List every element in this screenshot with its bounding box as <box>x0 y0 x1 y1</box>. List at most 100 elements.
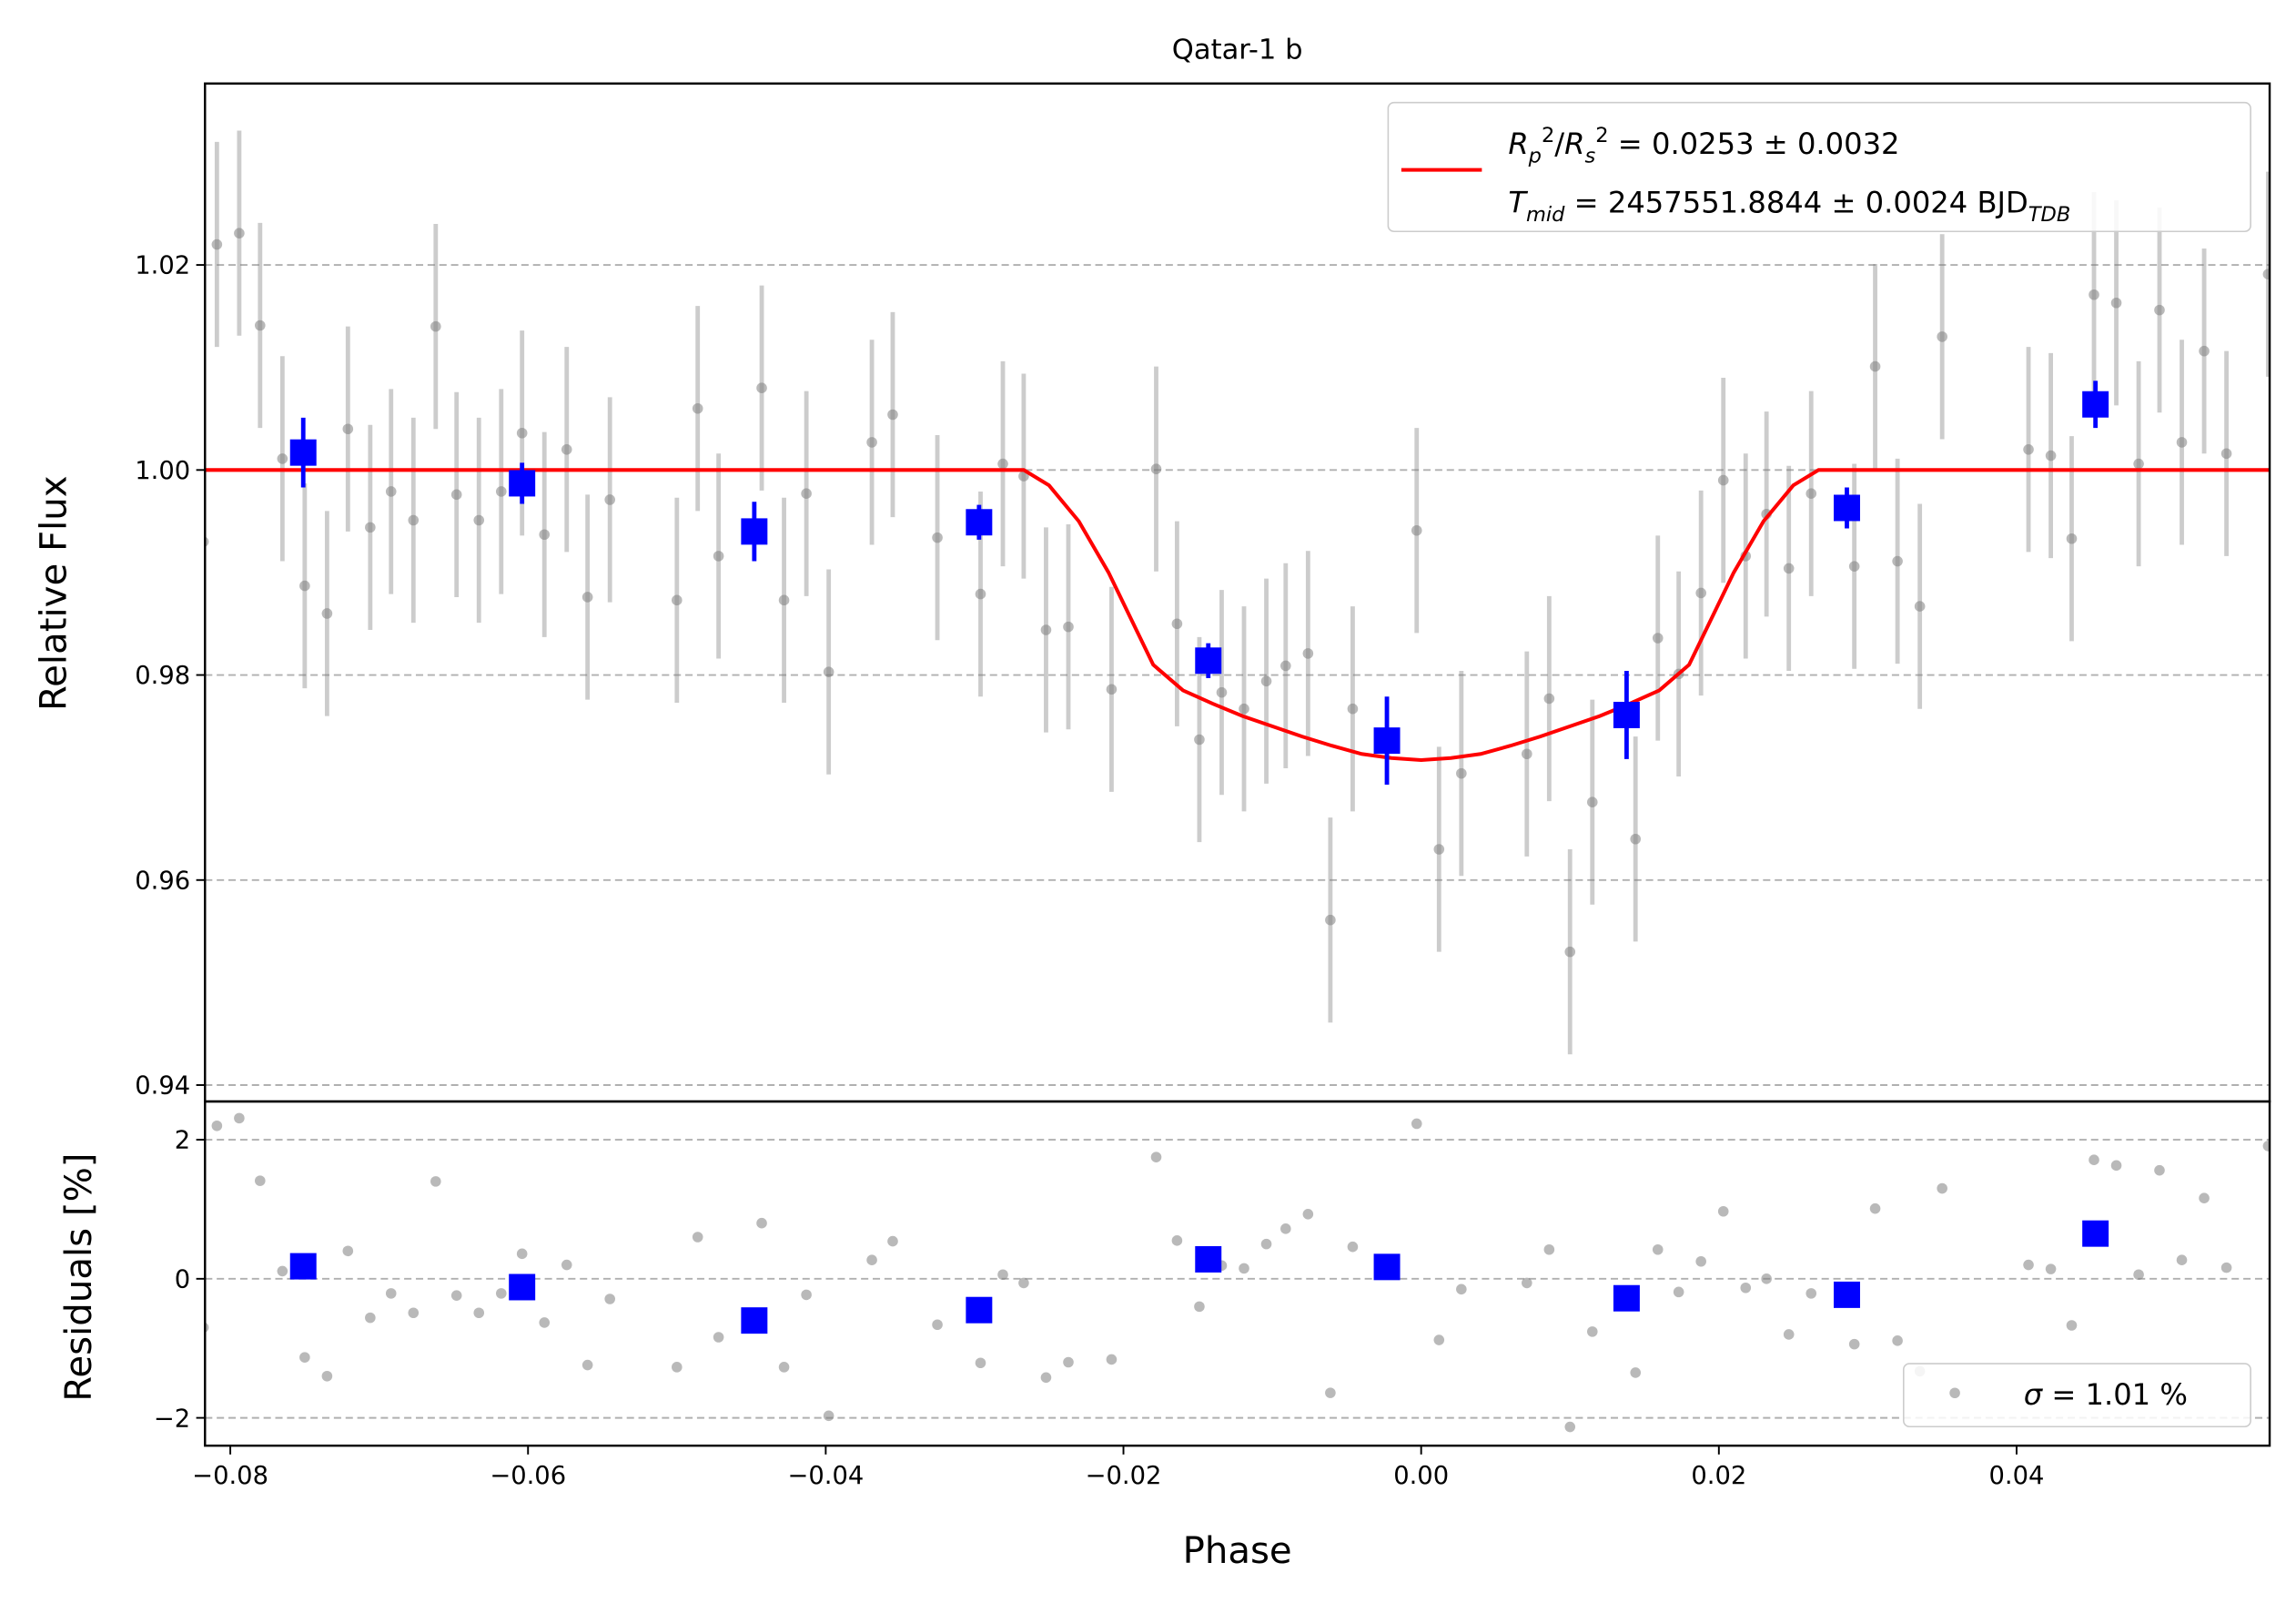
binned-point <box>289 439 317 466</box>
binned-point <box>1373 1253 1401 1281</box>
data-point <box>299 1352 310 1363</box>
data-point <box>713 551 724 562</box>
data-point <box>539 529 551 541</box>
data-point <box>1805 488 1817 500</box>
legend-label-part: mid <box>1526 203 1565 227</box>
residual-panel <box>205 1112 2271 1433</box>
binned-point <box>289 1253 317 1280</box>
x-tick-label: 0.04 <box>1989 1462 2045 1490</box>
data-point <box>1456 767 1467 779</box>
data-point <box>997 1269 1008 1281</box>
binned-point <box>966 509 993 536</box>
data-point <box>2045 1263 2057 1274</box>
data-point <box>365 1312 376 1324</box>
data-point <box>1652 1243 1664 1255</box>
data-point <box>495 1288 507 1299</box>
data-point <box>887 1235 898 1247</box>
data-point <box>1106 684 1118 695</box>
binned-point <box>741 518 768 545</box>
y-tick-label: 0.96 <box>135 867 190 895</box>
x-tick-label: −0.02 <box>1086 1462 1162 1490</box>
binned-point <box>2082 1220 2109 1247</box>
data-point <box>1937 331 1947 342</box>
data-point <box>997 458 1008 470</box>
y-axis-label: Relative Flux <box>33 475 75 711</box>
data-point <box>450 1290 462 1301</box>
binned-point <box>1834 1281 1860 1308</box>
data-point <box>2262 269 2271 280</box>
data-point <box>1717 1205 1729 1217</box>
data-point <box>2199 1192 2210 1204</box>
data-point <box>1695 587 1706 599</box>
binned-point <box>1613 1284 1640 1312</box>
data-point <box>1848 561 1860 572</box>
data-point <box>1717 474 1729 486</box>
data-point <box>321 608 333 619</box>
legend-frame <box>1902 1363 2251 1428</box>
data-point <box>2066 533 2078 544</box>
data-point <box>2133 1269 2144 1281</box>
data-point <box>1673 1286 1684 1298</box>
data-point <box>672 594 683 606</box>
data-point <box>1347 703 1359 715</box>
data-point <box>975 588 986 600</box>
legend-label-part: R <box>1564 127 1584 161</box>
data-point <box>277 1265 288 1277</box>
legend-label-part: = 2457551.8844 ± 0.0024 BJD <box>1564 185 2028 219</box>
data-point <box>932 532 943 543</box>
data-point <box>1260 675 1272 687</box>
y-tick-label: 1.00 <box>135 457 190 485</box>
data-point <box>1302 648 1314 659</box>
data-point <box>321 1370 333 1382</box>
data-point <box>408 1307 420 1319</box>
data-point <box>430 320 441 332</box>
data-point <box>1280 1223 1291 1234</box>
data-point <box>1761 1273 1772 1284</box>
data-point <box>866 437 877 448</box>
binned-point <box>741 1307 768 1334</box>
binned-point <box>1195 1245 1222 1273</box>
data-point <box>1150 1152 1162 1162</box>
data-point <box>1150 463 1162 474</box>
data-point <box>2154 1164 2165 1176</box>
data-point <box>473 1307 485 1319</box>
axes-frame <box>204 82 2271 1103</box>
data-point <box>561 1259 572 1271</box>
data-point <box>277 453 288 464</box>
data-point <box>801 1289 812 1301</box>
data-point <box>1543 1243 1555 1255</box>
y-tick-label: −2 <box>154 1405 190 1433</box>
legend-label-part: T <box>1508 185 1528 219</box>
data-point <box>385 1288 397 1299</box>
data-point <box>2262 1141 2271 1152</box>
data-point <box>1239 703 1249 715</box>
data-point <box>1695 1255 1706 1267</box>
data-point <box>2089 1154 2099 1165</box>
data-point <box>975 1357 986 1369</box>
data-point <box>430 1176 441 1187</box>
data-point <box>254 320 266 331</box>
data-point <box>1171 618 1183 630</box>
data-point <box>2199 345 2210 357</box>
data-point <box>561 443 572 455</box>
data-point <box>823 666 834 677</box>
data-point <box>1325 1387 1336 1398</box>
data-point <box>2110 1160 2122 1172</box>
data-point <box>1347 1241 1359 1253</box>
data-point <box>1411 524 1422 536</box>
data-point <box>1018 1277 1029 1289</box>
data-point <box>756 1217 767 1229</box>
data-point <box>582 1359 593 1371</box>
y-tick-label: 0.94 <box>135 1072 190 1101</box>
data-point <box>1805 1288 1817 1299</box>
data-point <box>887 409 898 421</box>
data-point <box>1937 1182 1947 1194</box>
legend-label-part: 2 <box>1595 124 1608 147</box>
data-point <box>516 1248 528 1260</box>
x-axis-label: Phase <box>1183 1530 1292 1572</box>
y-tick-label: 0 <box>175 1265 190 1294</box>
top-panel <box>205 130 2271 1086</box>
data-point <box>1456 1283 1467 1295</box>
data-point <box>713 1332 724 1343</box>
data-point <box>234 1112 245 1124</box>
